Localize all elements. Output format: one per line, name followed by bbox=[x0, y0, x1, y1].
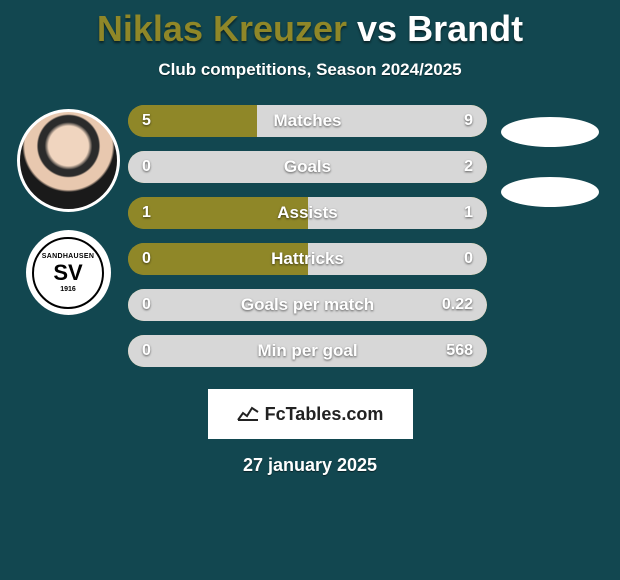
stat-row: 59Matches bbox=[128, 105, 487, 137]
bars-column: 59Matches 02Goals 11Assists 00Hattricks 00.2… bbox=[128, 105, 487, 367]
stat-bar: 02Goals bbox=[128, 151, 487, 183]
subtitle: Club competitions, Season 2024/2025 bbox=[0, 60, 620, 80]
page-title: Niklas Kreuzer vs Brandt bbox=[0, 0, 620, 50]
stat-row: 11Assists bbox=[128, 197, 487, 229]
stat-label: Goals per match bbox=[128, 295, 487, 315]
player2-photo-placeholder bbox=[501, 117, 599, 147]
brand-badge[interactable]: FcTables.com bbox=[208, 389, 413, 439]
stat-bar: 0568Min per goal bbox=[128, 335, 487, 367]
stat-label: Matches bbox=[128, 111, 487, 131]
date-text: 27 january 2025 bbox=[0, 455, 620, 476]
stat-row: 00Hattricks bbox=[128, 243, 487, 275]
stat-bar: 11Assists bbox=[128, 197, 487, 229]
player2-name: Brandt bbox=[407, 8, 523, 49]
club-mid-text: SV bbox=[53, 260, 82, 286]
club-bottom-text: 1916 bbox=[60, 286, 76, 293]
stat-label: Goals bbox=[128, 157, 487, 177]
left-column: SANDHAUSEN SV 1916 bbox=[8, 105, 128, 367]
right-column bbox=[487, 105, 612, 367]
content-row: SANDHAUSEN SV 1916 59Matches 02Goals 11Ass… bbox=[0, 105, 620, 367]
player1-photo bbox=[17, 109, 120, 212]
club-inner: SANDHAUSEN SV 1916 bbox=[32, 237, 104, 309]
stat-label: Min per goal bbox=[128, 341, 487, 361]
brand-text: FcTables.com bbox=[265, 404, 384, 425]
player2-club-placeholder bbox=[501, 177, 599, 207]
stat-row: 0568Min per goal bbox=[128, 335, 487, 367]
vs-sep: vs bbox=[347, 8, 407, 49]
stat-bar: 00.22Goals per match bbox=[128, 289, 487, 321]
chart-icon bbox=[237, 403, 259, 426]
stat-row: 00.22Goals per match bbox=[128, 289, 487, 321]
stat-bar: 00Hattricks bbox=[128, 243, 487, 275]
comparison-infographic: Niklas Kreuzer vs Brandt Club competitio… bbox=[0, 0, 620, 580]
stat-row: 02Goals bbox=[128, 151, 487, 183]
stat-label: Assists bbox=[128, 203, 487, 223]
player1-club-badge: SANDHAUSEN SV 1916 bbox=[26, 230, 111, 315]
player1-name: Niklas Kreuzer bbox=[97, 8, 347, 49]
club-top-text: SANDHAUSEN bbox=[42, 253, 94, 260]
stat-label: Hattricks bbox=[128, 249, 487, 269]
stat-bar: 59Matches bbox=[128, 105, 487, 137]
